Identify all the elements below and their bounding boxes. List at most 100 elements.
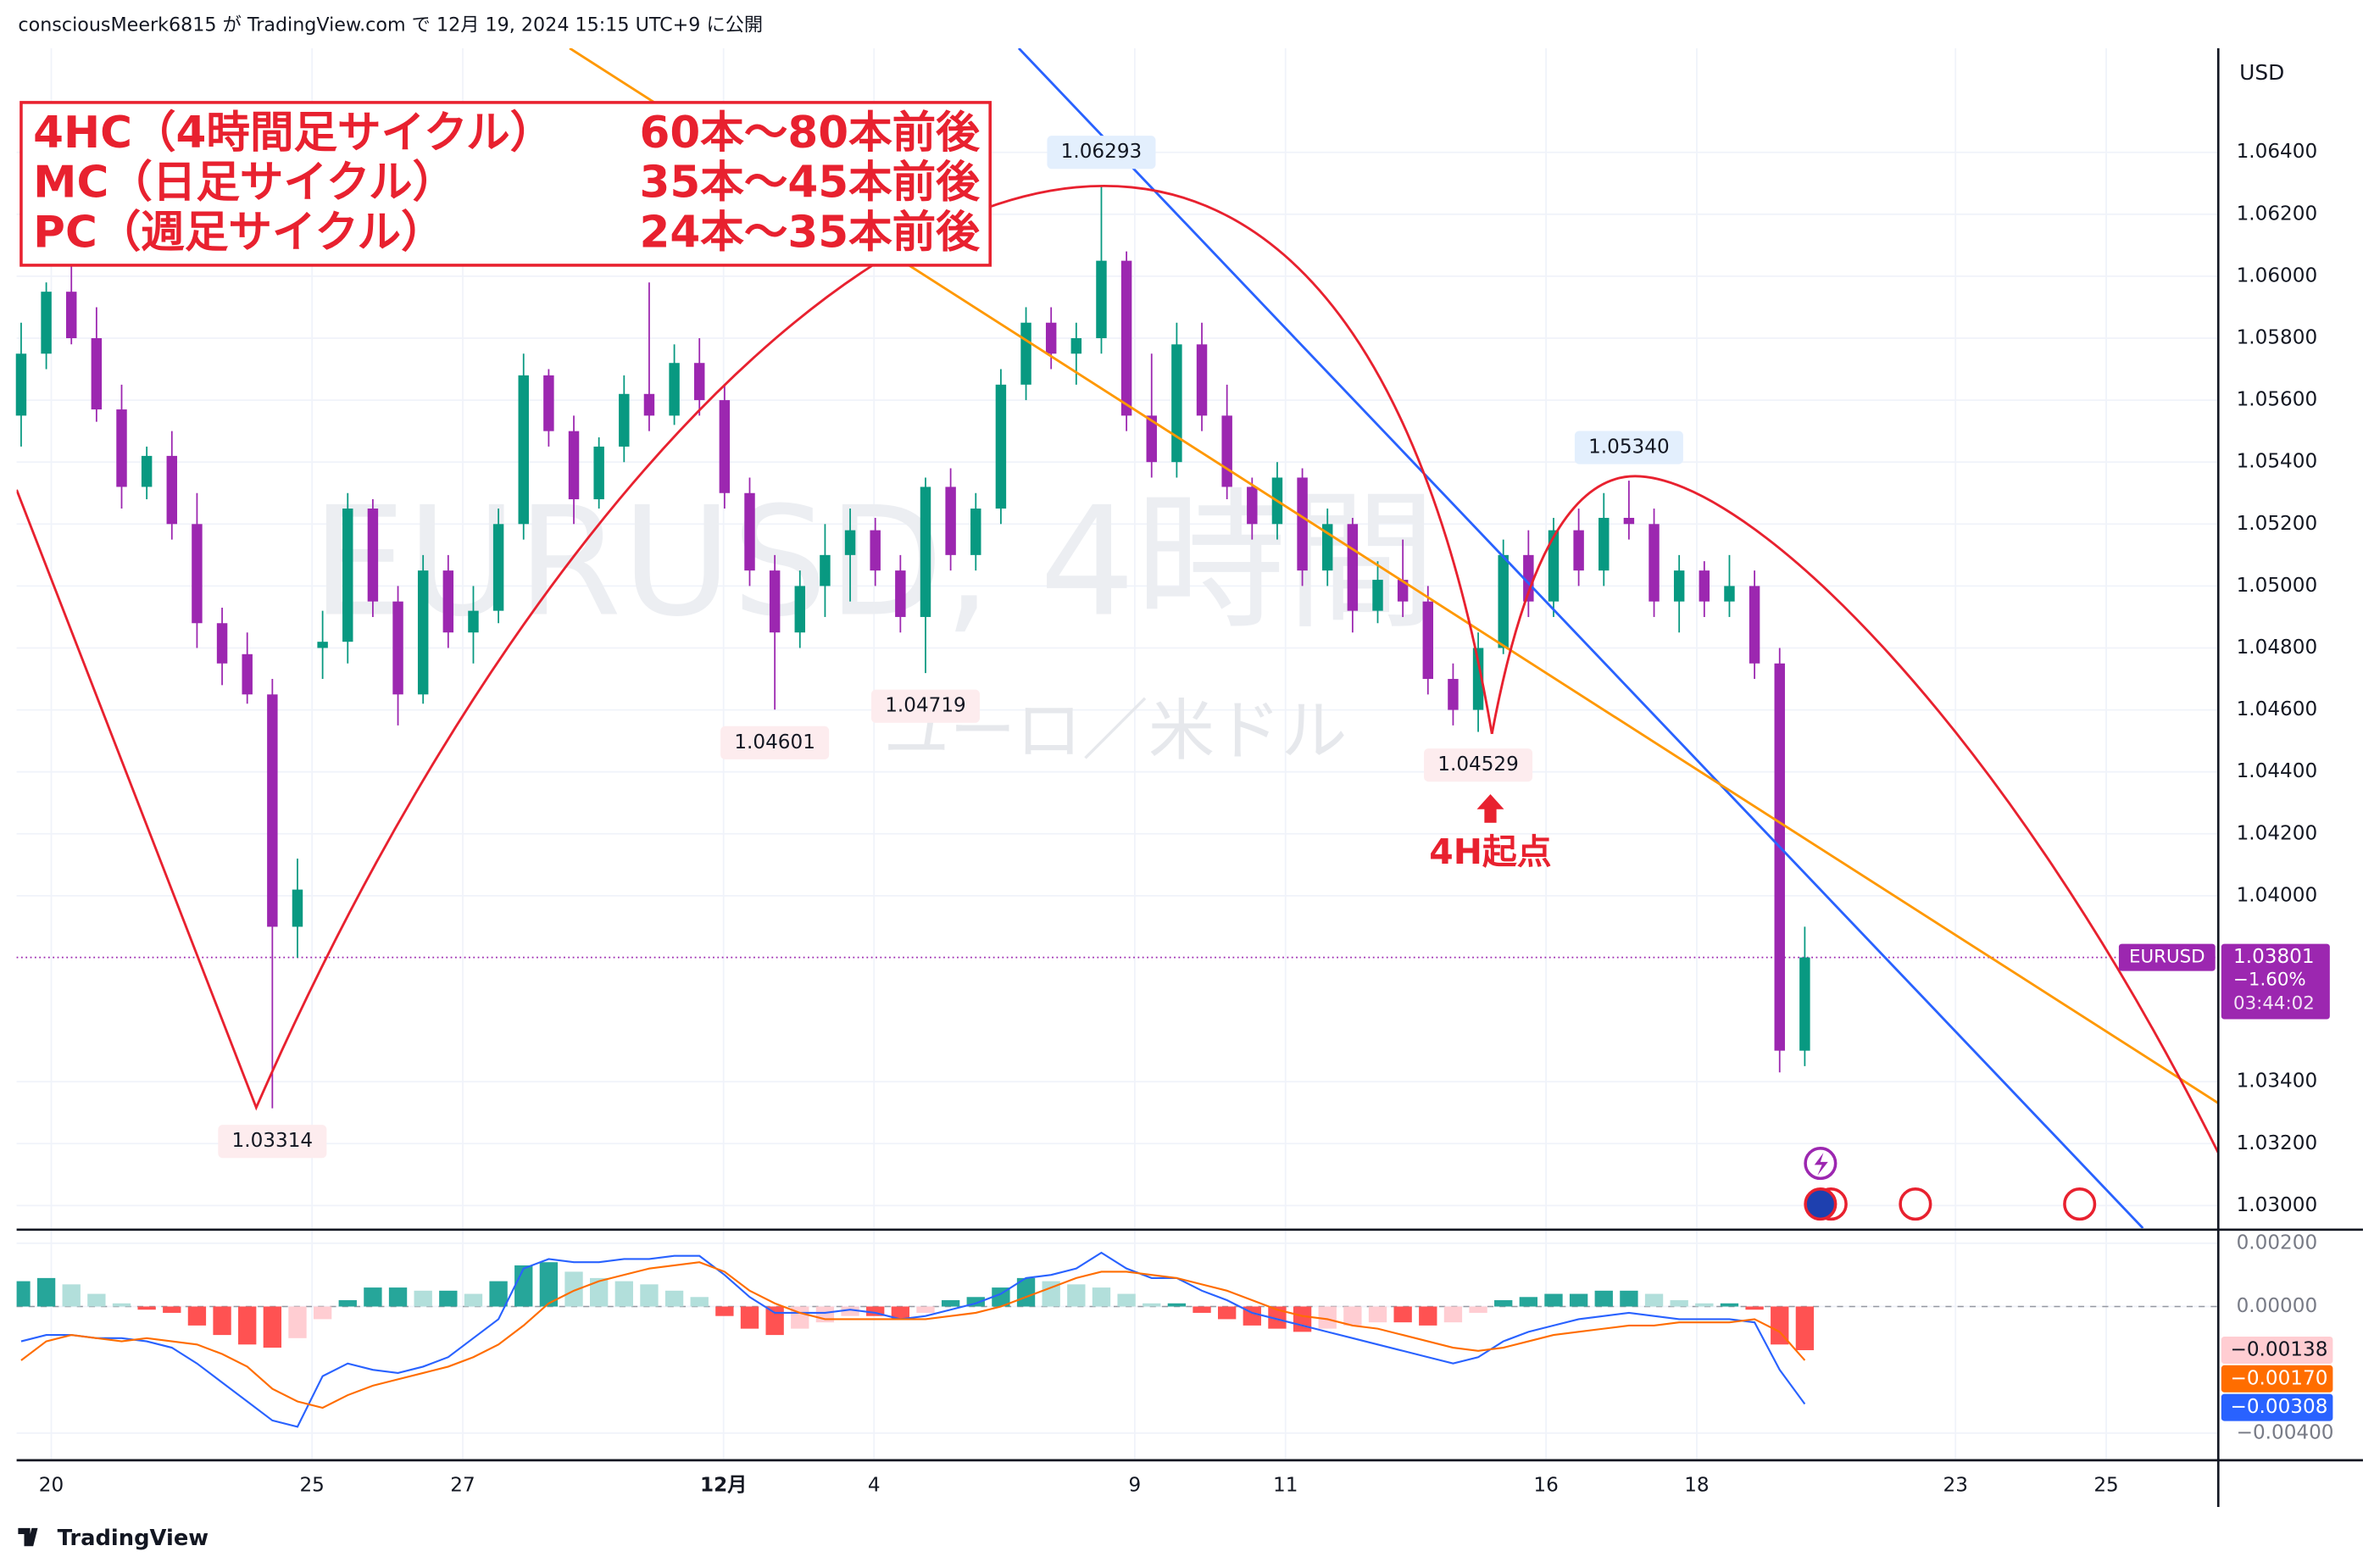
event-icon [2063,1187,2097,1221]
event-icon [1899,1187,1932,1221]
cycle-curve [1490,475,2219,1154]
y-tick-label: 1.06200 [2237,203,2318,225]
candle-body [920,487,931,617]
histogram-bar [916,1306,935,1313]
x-tick-label: 12月 [700,1475,747,1497]
candle-body [367,509,379,602]
candle-body [292,889,303,927]
histogram-bar [163,1306,181,1313]
y-tick-label: 1.03000 [2237,1194,2318,1216]
y-tick-label: 1.04800 [2237,637,2318,659]
low-mark-box [1424,748,1533,782]
currency: USD [2239,60,2284,85]
histogram-bar [1720,1303,1739,1307]
histogram-bar [941,1300,960,1307]
candle-body [870,530,881,571]
histogram-bar [36,1277,56,1307]
histogram-bar [1745,1306,1764,1310]
candle-body [895,570,906,617]
histogram-bar [388,1287,408,1307]
histogram-bar [1670,1300,1688,1307]
candle-body [1020,322,1031,385]
note-value: 60本〜80本前後 [640,108,981,158]
histogram-bar [690,1297,709,1307]
histogram-bar [891,1306,910,1320]
histogram-bar [715,1306,734,1316]
indicator-tag [2221,1393,2333,1421]
histogram-bar [1092,1287,1111,1307]
candle-body [166,455,178,525]
y-tick-label: 1.05000 [2237,575,2318,597]
low-mark-box [218,1125,327,1159]
candle-body [1724,586,1735,602]
histogram-bar [614,1281,633,1307]
candle-body [442,570,454,633]
brand-logo [18,1527,38,1547]
candle-body [216,623,228,664]
indicator-tag [2221,1365,2333,1393]
symbol-label: EURUSD [2129,947,2205,968]
histogram-bar [1771,1306,1789,1345]
candle-body [66,292,77,338]
candle-body [543,375,554,431]
y-tick-label: 1.03400 [2237,1070,2318,1093]
y-tick-label: 1.05200 [2237,513,2318,535]
candle-body [392,601,403,695]
candle-body [1673,570,1685,602]
candle-body [1171,344,1182,463]
event-icons [1804,1147,2097,1221]
candles [15,185,1810,1109]
note-label: 4HC（4時間足サイクル） [33,108,553,158]
axes: 1.06400 1.06200 1.06000 1.05800 1.05600 1.054… [39,141,2334,1496]
macd-pane [16,1251,1815,1428]
histogram-bar [1393,1306,1412,1323]
histogram-bar [87,1293,106,1307]
x-tick-label: 25 [2093,1475,2118,1497]
histogram-bar [364,1287,382,1307]
histogram-bar [1469,1306,1487,1313]
candle-body [669,363,680,416]
histogram-bar [664,1290,684,1307]
candle-body [1120,260,1132,416]
x-tick-label: 11 [1273,1475,1298,1497]
candle-body [744,492,755,571]
histogram-bar [564,1271,583,1307]
candle-body [1397,580,1409,602]
histogram-bar [1268,1306,1287,1329]
histogram-bar [1644,1293,1664,1307]
price-tag [2221,943,2330,1020]
low-mark-label: 1.03314 [232,1130,314,1152]
histogram-bar [1217,1306,1237,1320]
symbol-tag [2118,943,2216,971]
x-tick-label: 27 [450,1475,475,1497]
price-tag-countdown: 03:44:02 [2233,993,2315,1015]
candle-body [342,509,353,642]
y-tick-label: 1.06000 [2237,264,2318,286]
histogram-bar [1117,1293,1136,1307]
histogram-bar [539,1262,559,1307]
x-tick-label: 16 [1533,1475,1558,1497]
histogram-bar [765,1306,784,1336]
indicator-tag-label: −0.00138 [2230,1339,2327,1361]
note-value: 24本〜35本前後 [640,207,981,258]
histogram-bar [213,1306,231,1336]
histogram-bar [589,1277,609,1307]
candle-body [719,400,731,493]
candle-body [945,487,956,555]
histogram-bar [1569,1293,1588,1307]
candle-body [41,292,52,354]
histogram-bar [1343,1306,1362,1326]
histogram-bar [62,1284,81,1307]
y-tick-label: −0.00400 [2237,1421,2334,1443]
candle-body [1297,477,1308,571]
histogram-bar [1193,1306,1211,1313]
low-mark-label: 1.04529 [1437,753,1519,776]
x-tick-label: 20 [39,1475,64,1497]
histogram-bar [966,1297,985,1307]
x-tick-label: 4 [868,1475,881,1497]
candle-body [1523,554,1534,602]
brand: TradingView [58,1526,209,1551]
price-tag-change: −1.60% [2233,969,2306,990]
candle-body [1196,344,1208,416]
